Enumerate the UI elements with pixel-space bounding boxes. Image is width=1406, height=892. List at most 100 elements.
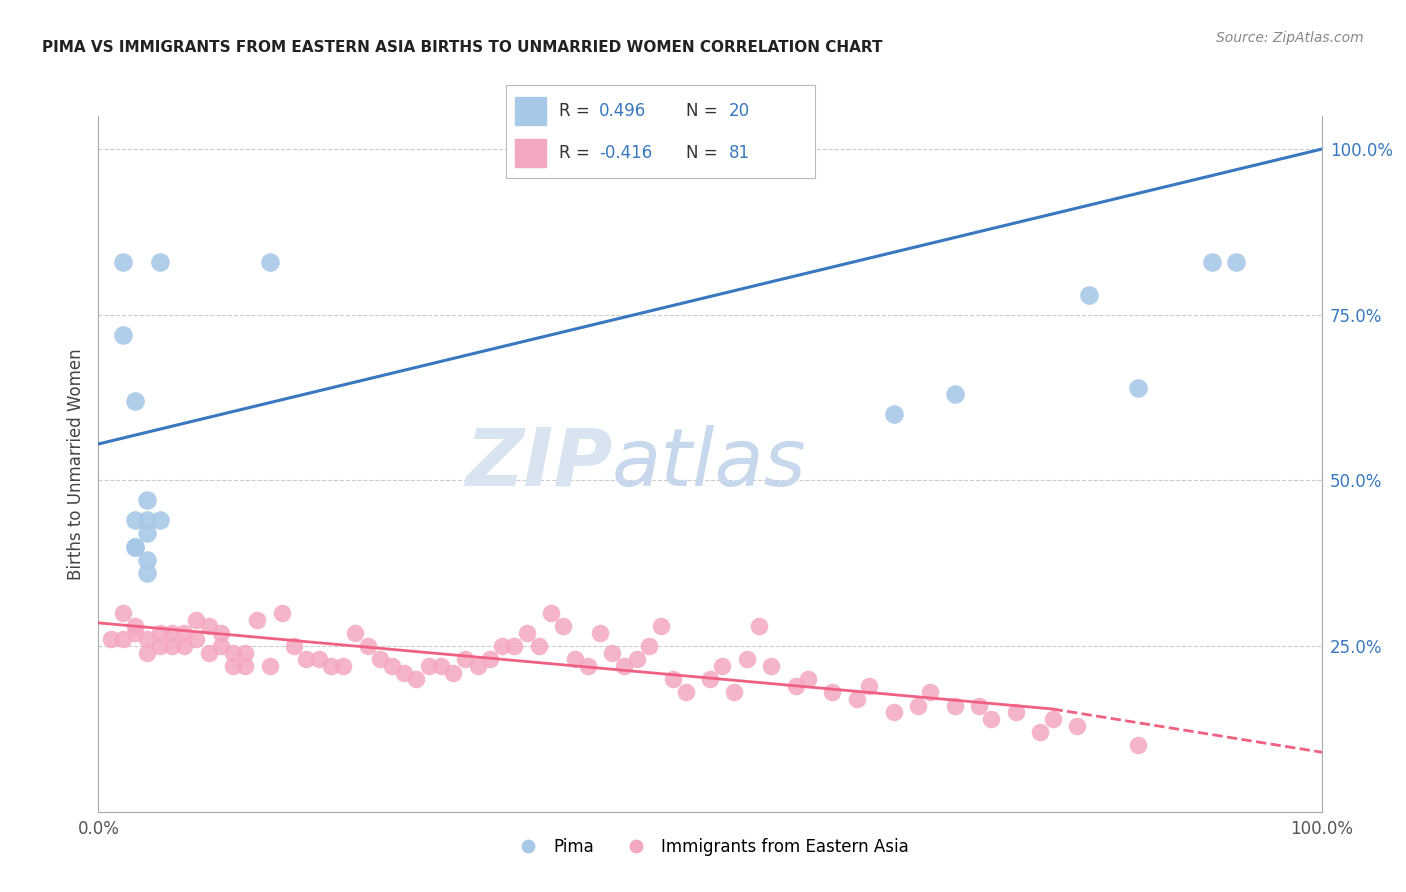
Point [1225, 254, 1247, 268]
Text: Source: ZipAtlas.com: Source: ZipAtlas.com [1216, 31, 1364, 45]
Point [124, 393, 146, 408]
Bar [516, 97, 547, 125]
Point [1066, 718, 1088, 732]
Text: 20: 20 [728, 102, 749, 120]
Text: 0.496: 0.496 [599, 102, 647, 120]
Bar [516, 139, 547, 167]
Point [392, 665, 416, 680]
Point [430, 659, 453, 673]
Point [319, 659, 342, 673]
Point [246, 613, 269, 627]
Point [478, 652, 501, 666]
Point [173, 639, 195, 653]
Point [136, 493, 159, 508]
Point [124, 540, 146, 554]
Text: R =: R = [558, 102, 595, 120]
Point [418, 659, 440, 673]
Point [527, 639, 550, 653]
Point [845, 692, 868, 706]
Point [638, 639, 661, 653]
Point [920, 685, 942, 699]
Point [748, 619, 770, 633]
Point [699, 672, 721, 686]
Point [1078, 288, 1101, 302]
Point [735, 652, 758, 666]
Point [111, 632, 134, 647]
Point [283, 639, 305, 653]
Point [907, 698, 929, 713]
Point [149, 513, 172, 527]
Point [662, 672, 685, 686]
Text: atlas: atlas [612, 425, 807, 503]
Point [197, 646, 219, 660]
Point [160, 625, 183, 640]
Point [1029, 725, 1052, 739]
Point [149, 625, 172, 640]
Point [821, 685, 844, 699]
Point [111, 606, 134, 620]
Point [785, 679, 807, 693]
Point [197, 619, 219, 633]
Point [233, 659, 256, 673]
Text: R =: R = [558, 145, 595, 162]
Point [368, 652, 391, 666]
Point [711, 659, 734, 673]
Point [136, 553, 159, 567]
Point [1128, 381, 1150, 395]
Point [186, 613, 208, 627]
Text: 81: 81 [728, 145, 749, 162]
Point [209, 625, 232, 640]
Y-axis label: Births to Unmarried Women: Births to Unmarried Women [66, 348, 84, 580]
Point [454, 652, 477, 666]
Text: N =: N = [686, 145, 723, 162]
Point [967, 698, 990, 713]
Point [124, 625, 146, 640]
Point [149, 254, 172, 268]
Point [149, 639, 172, 653]
Point [124, 619, 146, 633]
Point [136, 566, 159, 581]
Point [136, 646, 159, 660]
Point [650, 619, 672, 633]
Point [308, 652, 330, 666]
Point [173, 625, 195, 640]
Point [1128, 739, 1150, 753]
Point [576, 659, 599, 673]
Point [259, 254, 281, 268]
Point [186, 632, 208, 647]
Point [209, 639, 232, 653]
Point [1042, 712, 1064, 726]
Point [111, 254, 134, 268]
Point [675, 685, 697, 699]
Point [553, 619, 575, 633]
Point [222, 659, 245, 673]
Point [356, 639, 378, 653]
Point [344, 625, 367, 640]
Point [467, 659, 489, 673]
Point [295, 652, 318, 666]
Text: ZIP: ZIP [465, 425, 612, 503]
Point [613, 659, 636, 673]
Point [515, 625, 537, 640]
Point [626, 652, 648, 666]
Point [259, 659, 281, 673]
Point [1201, 254, 1223, 268]
Point [124, 540, 146, 554]
Point [270, 606, 294, 620]
Point [111, 327, 134, 342]
Point [160, 639, 183, 653]
Point [797, 672, 820, 686]
Point [233, 646, 256, 660]
Point [136, 513, 159, 527]
Point [540, 606, 562, 620]
Point [858, 679, 880, 693]
Point [100, 632, 122, 647]
Point [761, 659, 783, 673]
Point [491, 639, 513, 653]
Point [441, 665, 464, 680]
Point [136, 526, 159, 541]
Point [381, 659, 404, 673]
Point [589, 625, 612, 640]
Legend: Pima, Immigrants from Eastern Asia: Pima, Immigrants from Eastern Asia [505, 831, 915, 863]
Text: N =: N = [686, 102, 723, 120]
